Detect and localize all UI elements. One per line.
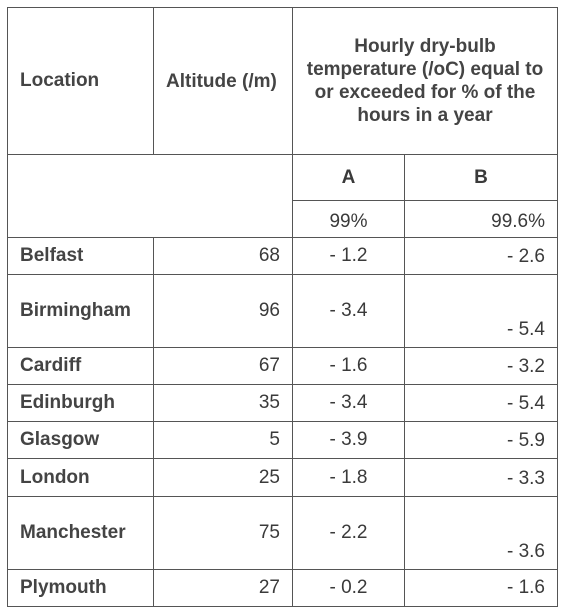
table-row: Manchester 75 - 2.2 - 3.6 (7, 496, 559, 570)
temperature-table: Location Altitude (/m) Hourly dry-bulb t… (7, 7, 559, 607)
row-value-b: - 1.6 (403, 569, 559, 607)
header-col-b: B (403, 154, 559, 201)
table-row: London 25 - 1.8 - 3.3 (7, 458, 559, 497)
row-location: Plymouth (7, 569, 154, 607)
row-value-a: - 3.9 (292, 421, 405, 459)
row-altitude: 5 (153, 421, 293, 459)
header-temperature: Hourly dry-bulb temperature (/oC) equal … (291, 7, 559, 155)
table-row: Glasgow 5 - 3.9 - 5.9 (7, 421, 559, 459)
row-altitude: 96 (153, 274, 293, 348)
row-altitude: 75 (153, 496, 293, 570)
row-altitude: 67 (153, 347, 293, 385)
row-altitude: 27 (153, 569, 293, 607)
row-value-b: - 3.3 (403, 458, 559, 497)
row-location: Manchester (7, 496, 154, 570)
header-location: Location (7, 7, 154, 155)
table-row: Plymouth 27 - 0.2 - 1.6 (7, 569, 559, 607)
row-value-a: - 0.2 (292, 569, 405, 607)
row-value-b: - 3.2 (403, 347, 559, 385)
row-value-a: - 2.2 (292, 496, 405, 570)
row-altitude: 68 (153, 237, 293, 275)
row-location: Edinburgh (7, 384, 154, 422)
table-row: Birmingham 96 - 3.4 - 5.4 (7, 274, 559, 348)
row-value-b: - 3.6 (403, 496, 559, 570)
row-location: Belfast (7, 237, 154, 275)
row-altitude: 35 (153, 384, 293, 422)
table-row: Belfast 68 - 1.2 - 2.6 (7, 237, 559, 275)
row-value-b: - 2.6 (403, 237, 559, 275)
row-value-b: - 5.4 (403, 384, 559, 422)
header-altitude: Altitude (/m) (153, 7, 293, 155)
header-pct-b: 99.6% (403, 200, 559, 238)
row-location: Cardiff (7, 347, 154, 385)
row-value-a: - 1.6 (292, 347, 405, 385)
row-value-a: - 3.4 (292, 274, 405, 348)
table-row: Cardiff 67 - 1.6 - 3.2 (7, 347, 559, 385)
row-value-b: - 5.9 (403, 421, 559, 459)
row-value-a: - 3.4 (292, 384, 405, 422)
table-row: Edinburgh 35 - 3.4 - 5.4 (7, 384, 559, 422)
row-value-a: - 1.8 (292, 458, 405, 497)
row-value-a: - 1.2 (292, 237, 405, 275)
row-value-b: - 5.4 (403, 274, 559, 348)
row-location: Glasgow (7, 421, 154, 459)
header-pct-a: 99% (292, 200, 405, 238)
row-location: London (7, 458, 154, 497)
row-location: Birmingham (7, 274, 154, 348)
header-col-a: A (292, 154, 405, 201)
row-altitude: 25 (153, 458, 293, 497)
header-blank-cell (7, 154, 293, 238)
